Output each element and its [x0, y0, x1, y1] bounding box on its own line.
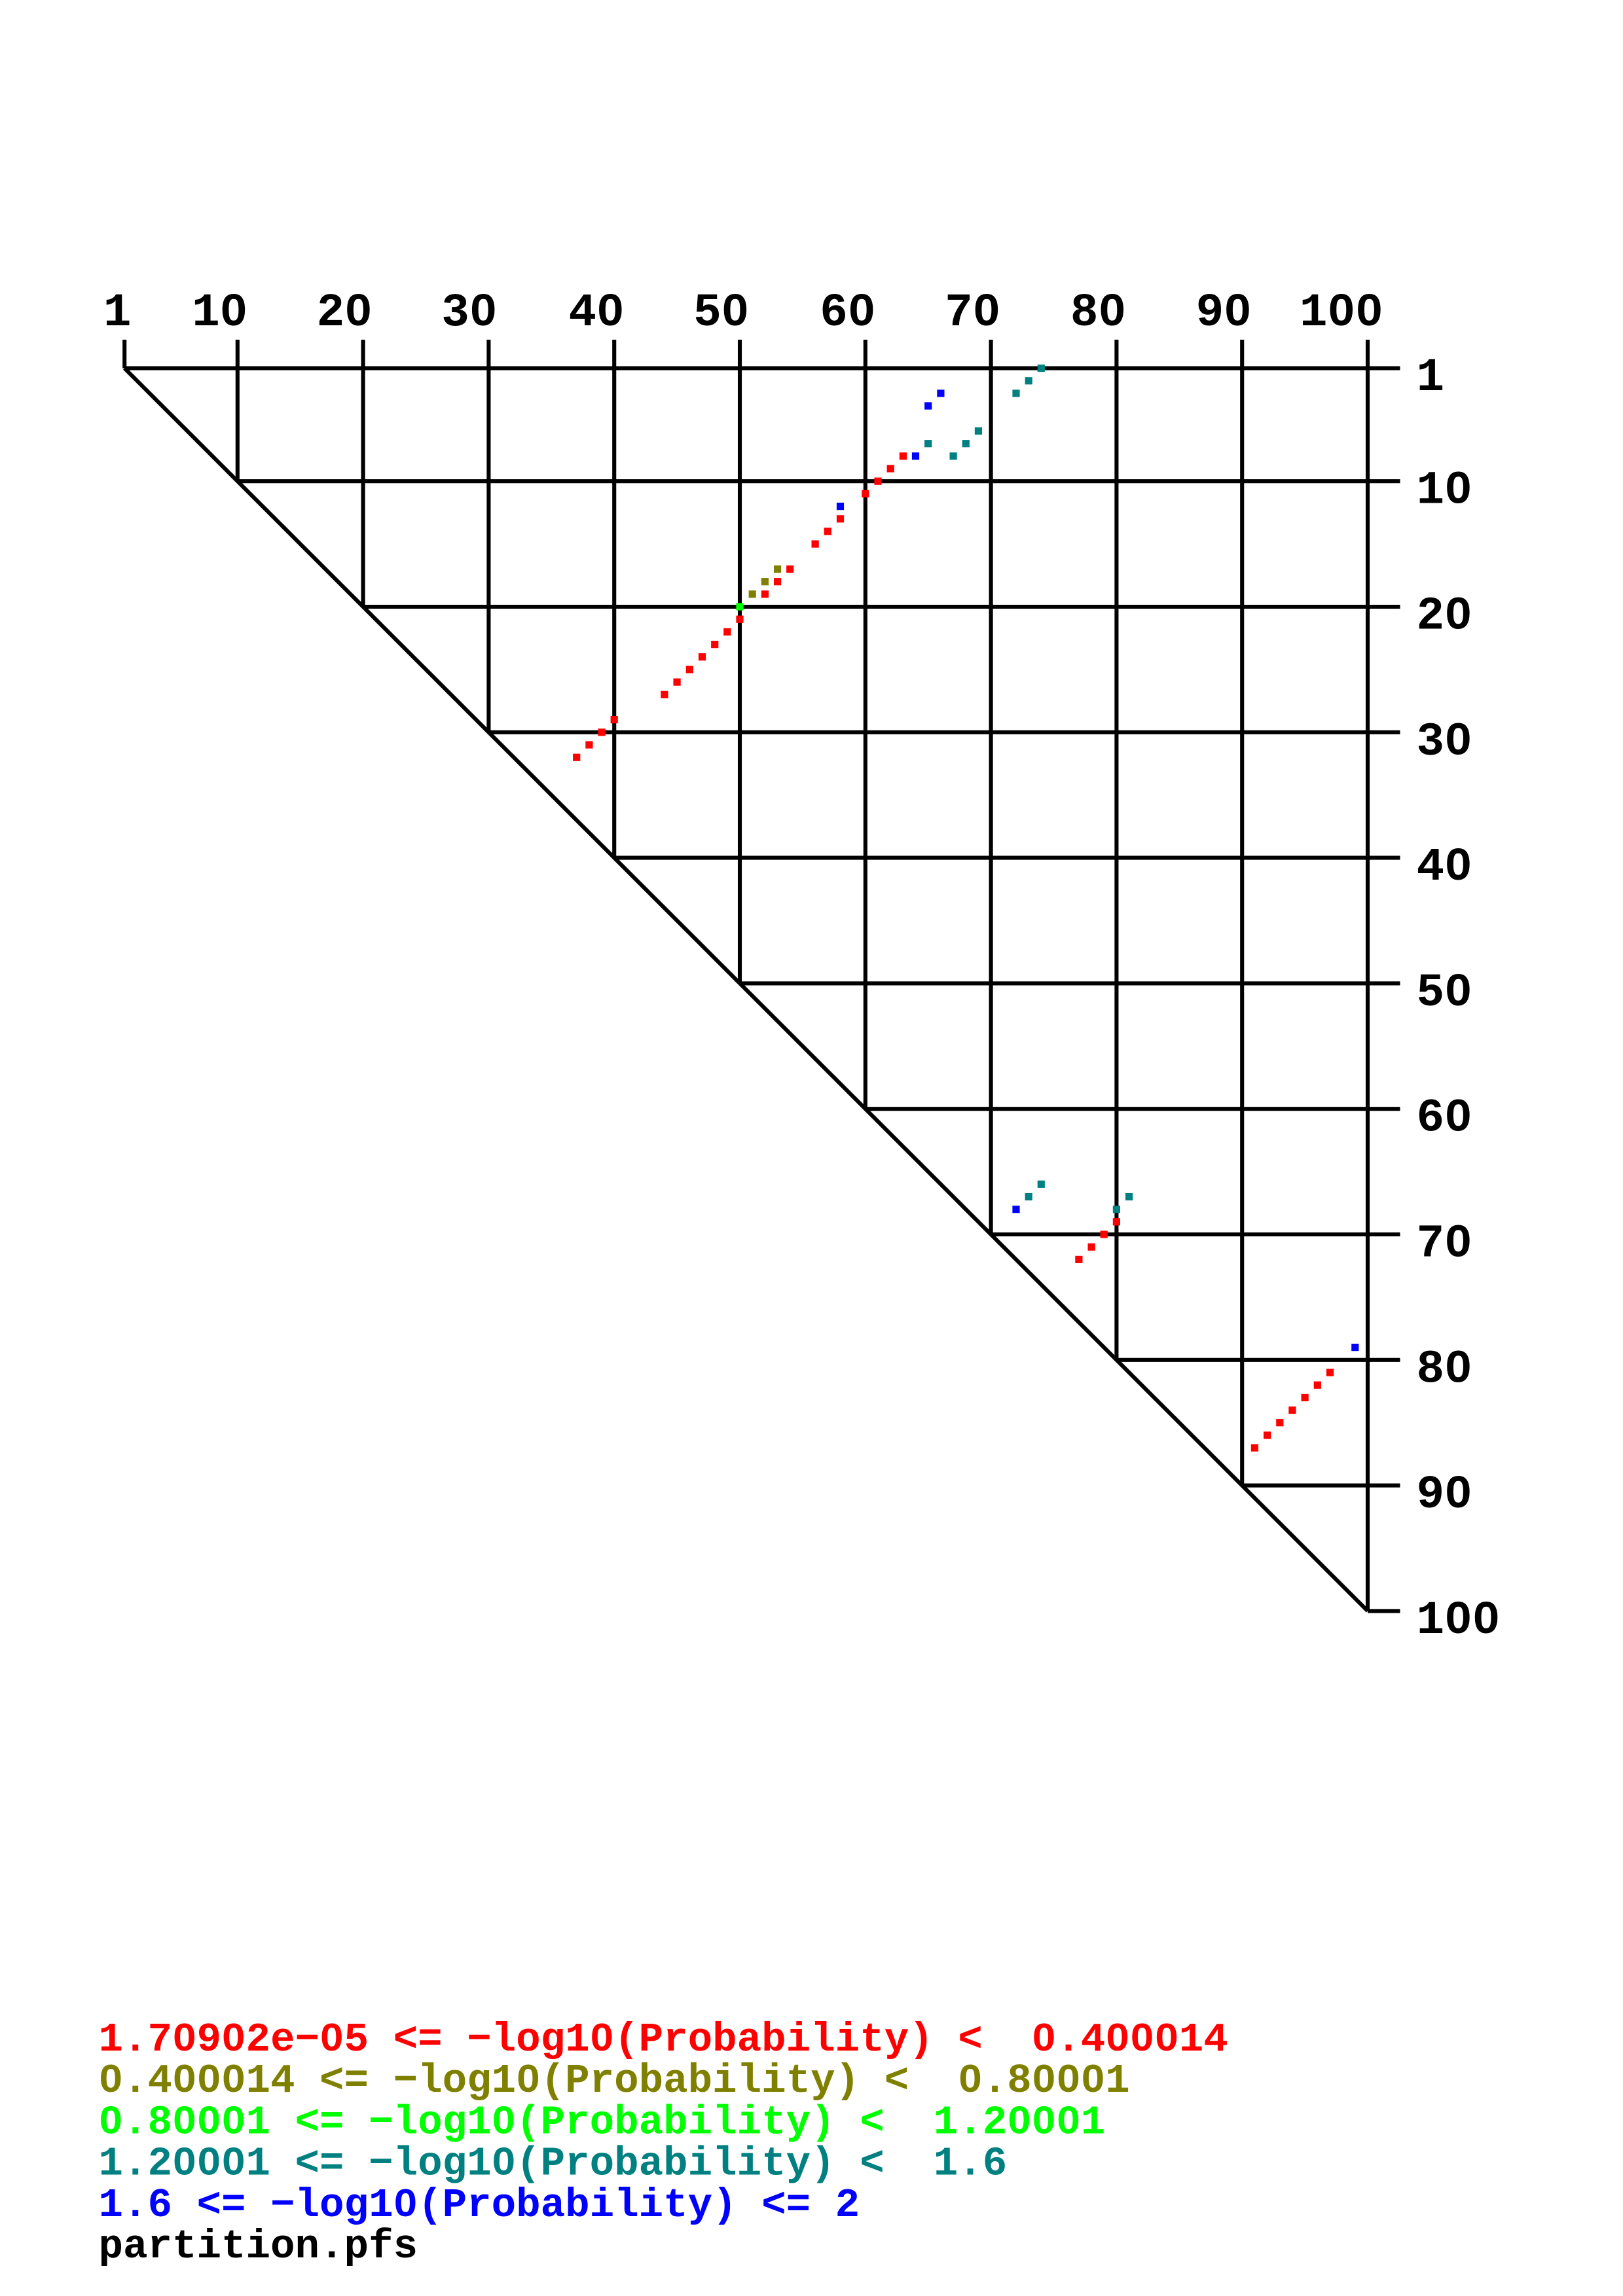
svg-text:50: 50 — [1417, 967, 1472, 1020]
svg-text:40: 40 — [1417, 842, 1472, 894]
svg-text:0.80001 <= −log10(Probability): 0.80001 <= −log10(Probability) < 1.20001 — [99, 2099, 1106, 2145]
svg-text:1: 1 — [1417, 352, 1445, 404]
svg-text:1.20001 <= −log10(Probability): 1.20001 <= −log10(Probability) < 1.6 — [99, 2141, 1008, 2187]
svg-text:80: 80 — [1070, 287, 1126, 340]
svg-text:1.6 <= −log10(Probability) <=: 1.6 <= −log10(Probability) <= 2 — [99, 2182, 860, 2229]
svg-text:40: 40 — [568, 287, 624, 340]
svg-text:0.400014 <= −log10(Probability: 0.400014 <= −log10(Probability) < 0.8000… — [99, 2058, 1130, 2104]
svg-text:partition.pfs: partition.pfs — [99, 2223, 418, 2270]
svg-text:60: 60 — [1417, 1093, 1472, 1145]
svg-text:70: 70 — [945, 287, 1000, 340]
svg-text:50: 50 — [693, 287, 749, 340]
svg-text:20: 20 — [317, 287, 373, 340]
svg-text:1: 1 — [103, 287, 132, 340]
svg-text:20: 20 — [1417, 591, 1472, 643]
svg-text:60: 60 — [820, 287, 875, 340]
svg-text:30: 30 — [441, 287, 497, 340]
svg-text:90: 90 — [1417, 1469, 1472, 1522]
svg-text:80: 80 — [1417, 1344, 1472, 1396]
svg-text:10: 10 — [192, 287, 247, 340]
svg-text:70: 70 — [1417, 1219, 1472, 1271]
svg-text:30: 30 — [1417, 716, 1472, 768]
svg-text:90: 90 — [1196, 287, 1252, 340]
svg-text:1.70902e−05 <= −log10(Probabil: 1.70902e−05 <= −log10(Probability) < 0.4… — [99, 2017, 1228, 2063]
svg-text:10: 10 — [1417, 465, 1472, 518]
